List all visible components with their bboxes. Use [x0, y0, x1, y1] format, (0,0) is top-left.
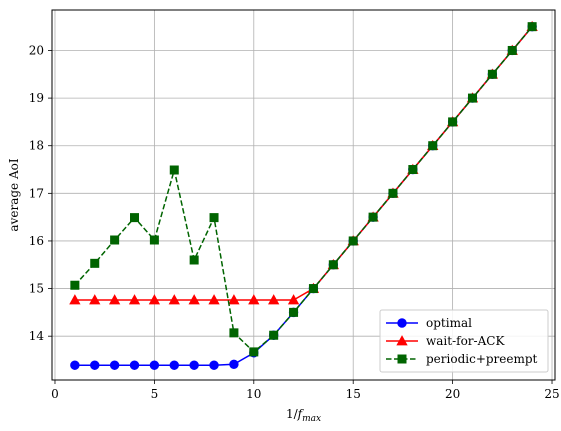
y-tick-label: 20 — [29, 43, 44, 57]
data-point — [507, 45, 517, 55]
y-axis-label: average AoI — [7, 158, 21, 231]
data-point — [388, 188, 398, 198]
data-point — [408, 165, 418, 175]
x-tick-label: 10 — [246, 387, 261, 401]
y-tick-label: 15 — [29, 282, 44, 296]
data-point — [90, 258, 100, 268]
data-point — [149, 360, 160, 370]
data-point — [188, 294, 200, 305]
y-tick-label: 18 — [29, 139, 44, 153]
data-point — [448, 117, 458, 127]
data-point — [397, 354, 407, 364]
data-point — [248, 294, 260, 305]
x-tick-label: 15 — [346, 387, 361, 401]
data-point — [229, 359, 239, 369]
x-tick-label: 0 — [51, 387, 59, 401]
data-point — [168, 294, 180, 305]
data-point — [348, 236, 358, 246]
series-line — [74, 26, 533, 301]
data-point — [129, 360, 140, 370]
legend-label: periodic+preempt — [426, 352, 538, 366]
data-point — [169, 360, 179, 370]
data-point — [109, 360, 120, 370]
data-point — [268, 294, 280, 305]
data-point — [308, 284, 318, 294]
x-label-italic: f — [297, 407, 305, 421]
y-tick-label: 16 — [29, 234, 44, 248]
data-point — [368, 212, 378, 222]
data-point — [287, 294, 300, 305]
y-tick-label: 17 — [29, 186, 44, 200]
data-point — [249, 347, 259, 357]
data-point — [90, 360, 100, 370]
series-line — [74, 26, 533, 353]
data-point — [128, 294, 141, 305]
y-tick-label: 19 — [29, 91, 44, 105]
data-point — [208, 294, 220, 305]
data-point — [70, 280, 80, 290]
data-point — [130, 213, 140, 223]
legend-label: wait-for-ACK — [426, 334, 505, 348]
plot-area — [69, 20, 538, 370]
data-point — [149, 235, 159, 245]
data-point — [289, 307, 299, 317]
grid — [52, 10, 555, 380]
data-point — [269, 330, 279, 340]
x-tick-label: 20 — [445, 387, 460, 401]
data-point — [70, 360, 80, 370]
data-point — [397, 318, 407, 328]
data-point — [527, 22, 537, 32]
data-point — [189, 255, 199, 265]
data-point — [396, 335, 408, 346]
data-point — [467, 93, 477, 103]
legend-label: optimal — [426, 316, 472, 330]
data-point — [108, 294, 121, 305]
series-wait-for-ack — [69, 20, 538, 305]
x-tick-label: 25 — [544, 387, 559, 401]
data-point — [428, 141, 438, 151]
x-label-subscript: max — [302, 414, 321, 424]
data-point — [228, 294, 240, 305]
data-point — [209, 360, 219, 370]
y-tick-label: 14 — [29, 329, 45, 343]
legend-item: wait-for-ACK — [386, 334, 505, 348]
data-point — [148, 294, 161, 305]
x-axis-label: 1/fmax — [286, 407, 321, 424]
data-point — [110, 235, 120, 245]
data-point — [69, 294, 81, 305]
data-point — [328, 260, 338, 270]
plot-frame — [51, 9, 556, 381]
data-point — [229, 328, 239, 338]
legend-item: optimal — [386, 316, 472, 330]
data-point — [487, 69, 497, 79]
data-point — [89, 294, 101, 305]
legend-box — [379, 309, 549, 373]
data-point — [189, 360, 199, 370]
data-point — [209, 213, 219, 223]
x-label-base: 1/ — [286, 407, 299, 421]
legend-item: periodic+preempt — [386, 352, 538, 366]
x-tick-label: 5 — [151, 387, 159, 401]
data-point — [169, 165, 179, 175]
legend: optimal wait-for-ACK periodic+preempt — [379, 309, 549, 373]
series-periodic-preempt — [70, 22, 537, 357]
axes-ticks: 0 5 10 15 20 25 14 15 16 17 18 19 20 — [29, 43, 560, 401]
